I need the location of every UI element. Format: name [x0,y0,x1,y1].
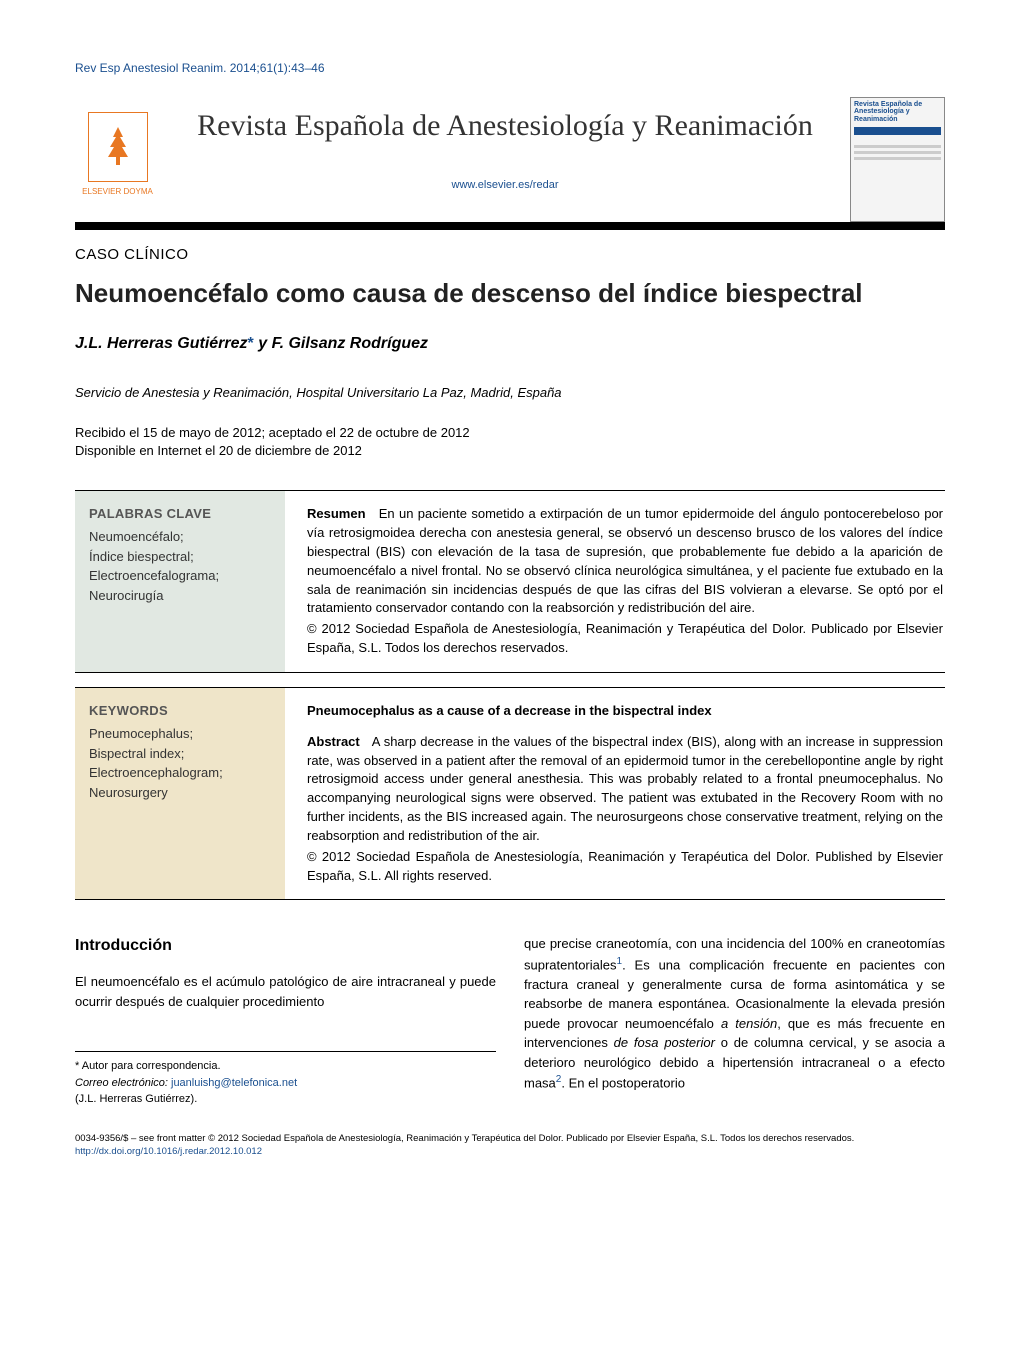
abstract-body-es: En un paciente sometido a extirpación de… [307,506,943,615]
journal-title: Revista Española de Anestesiología y Rea… [178,107,832,145]
journal-title-block: Revista Española de Anestesiología y Rea… [178,97,832,194]
abstract-label-en: Abstract [307,734,360,749]
abstract-block-english: KEYWORDS Pneumocephalus; Bispectral inde… [75,687,945,901]
article-title: Neumoencéfalo como causa de descenso del… [75,275,945,311]
abstract-text-es: Resumen En un paciente sometido a extirp… [285,491,945,672]
affiliation: Servicio de Anestesia y Reanimación, Hos… [75,384,945,402]
journal-cover-thumbnail: Revista Española de Anestesiología y Rea… [850,97,945,222]
keywords-list-es: Neumoencéfalo; Índice biespectral; Elect… [89,527,271,605]
intro-para-col1: El neumoencéfalo es el acúmulo patológic… [75,972,496,1011]
intro-italic-2: de fosa posterior [614,1035,715,1050]
elsevier-tree-icon [88,112,148,182]
abstract-title-en: Pneumocephalus as a cause of a decrease … [307,702,943,721]
intro-column-left: Introducción El neumoencéfalo es el acúm… [75,934,496,1108]
abstract-label-es: Resumen [307,506,366,521]
email-label: Correo electrónico: [75,1077,171,1089]
online-date: Disponible en Internet el 20 de diciembr… [75,442,945,460]
corresponding-author-note: * Autor para correspondencia. [75,1058,496,1075]
corresponding-email-link[interactable]: juanluishg@telefonica.net [171,1077,297,1089]
keywords-heading-en: KEYWORDS [89,702,271,720]
publisher-logo: ELSEVIER DOYMA [75,97,160,212]
author-1: J.L. Herreras Gutiérrez [75,335,248,352]
intro-para-col2: que precise craneotomía, con una inciden… [524,934,945,1093]
abstract-block-spanish: PALABRAS CLAVE Neumoencéfalo; Índice bie… [75,490,945,673]
front-matter-text: 0034-9356/$ – see front matter © 2012 So… [75,1132,945,1145]
abstract-copyright-en: © 2012 Sociedad Española de Anestesiolog… [307,848,943,886]
section-label: CASO CLÍNICO [75,244,945,265]
cover-title: Revista Española de Anestesiología y Rea… [854,101,941,124]
corresponding-author-name: (J.L. Herreras Gutiérrez). [75,1091,496,1108]
keywords-heading-es: PALABRAS CLAVE [89,505,271,523]
doi-link[interactable]: http://dx.doi.org/10.1016/j.redar.2012.1… [75,1146,262,1157]
footnotes-block: * Autor para correspondencia. Correo ele… [75,1051,496,1108]
author-2: F. Gilsanz Rodríguez [272,335,428,352]
abstract-copyright-es: © 2012 Sociedad Española de Anestesiolog… [307,620,943,658]
intro-heading: Introducción [75,934,496,958]
article-dates: Recibido el 15 de mayo de 2012; aceptado… [75,424,945,460]
authors-line: J.L. Herreras Gutiérrez* y F. Gilsanz Ro… [75,333,945,355]
journal-masthead: ELSEVIER DOYMA Revista Española de Anest… [75,97,945,230]
journal-url-link[interactable]: www.elsevier.es/redar [452,178,559,193]
keywords-list-en: Pneumocephalus; Bispectral index; Electr… [89,724,271,802]
keywords-box-spanish: PALABRAS CLAVE Neumoencéfalo; Índice bie… [75,491,285,672]
page-footer: 0034-9356/$ – see front matter © 2012 So… [75,1132,945,1159]
citation-header: Rev Esp Anestesiol Reanim. 2014;61(1):43… [75,60,945,77]
publisher-name: ELSEVIER DOYMA [82,186,153,197]
intro-text-e: . En el postoperatorio [561,1076,685,1091]
abstract-body-en: A sharp decrease in the values of the bi… [307,734,943,843]
author-separator: y [254,335,272,352]
received-accepted-date: Recibido el 15 de mayo de 2012; aceptado… [75,424,945,442]
intro-column-right: que precise craneotomía, con una inciden… [524,934,945,1108]
intro-italic-1: a tensión [721,1016,777,1031]
keywords-box-english: KEYWORDS Pneumocephalus; Bispectral inde… [75,688,285,900]
abstract-text-en: Pneumocephalus as a cause of a decrease … [285,688,945,900]
